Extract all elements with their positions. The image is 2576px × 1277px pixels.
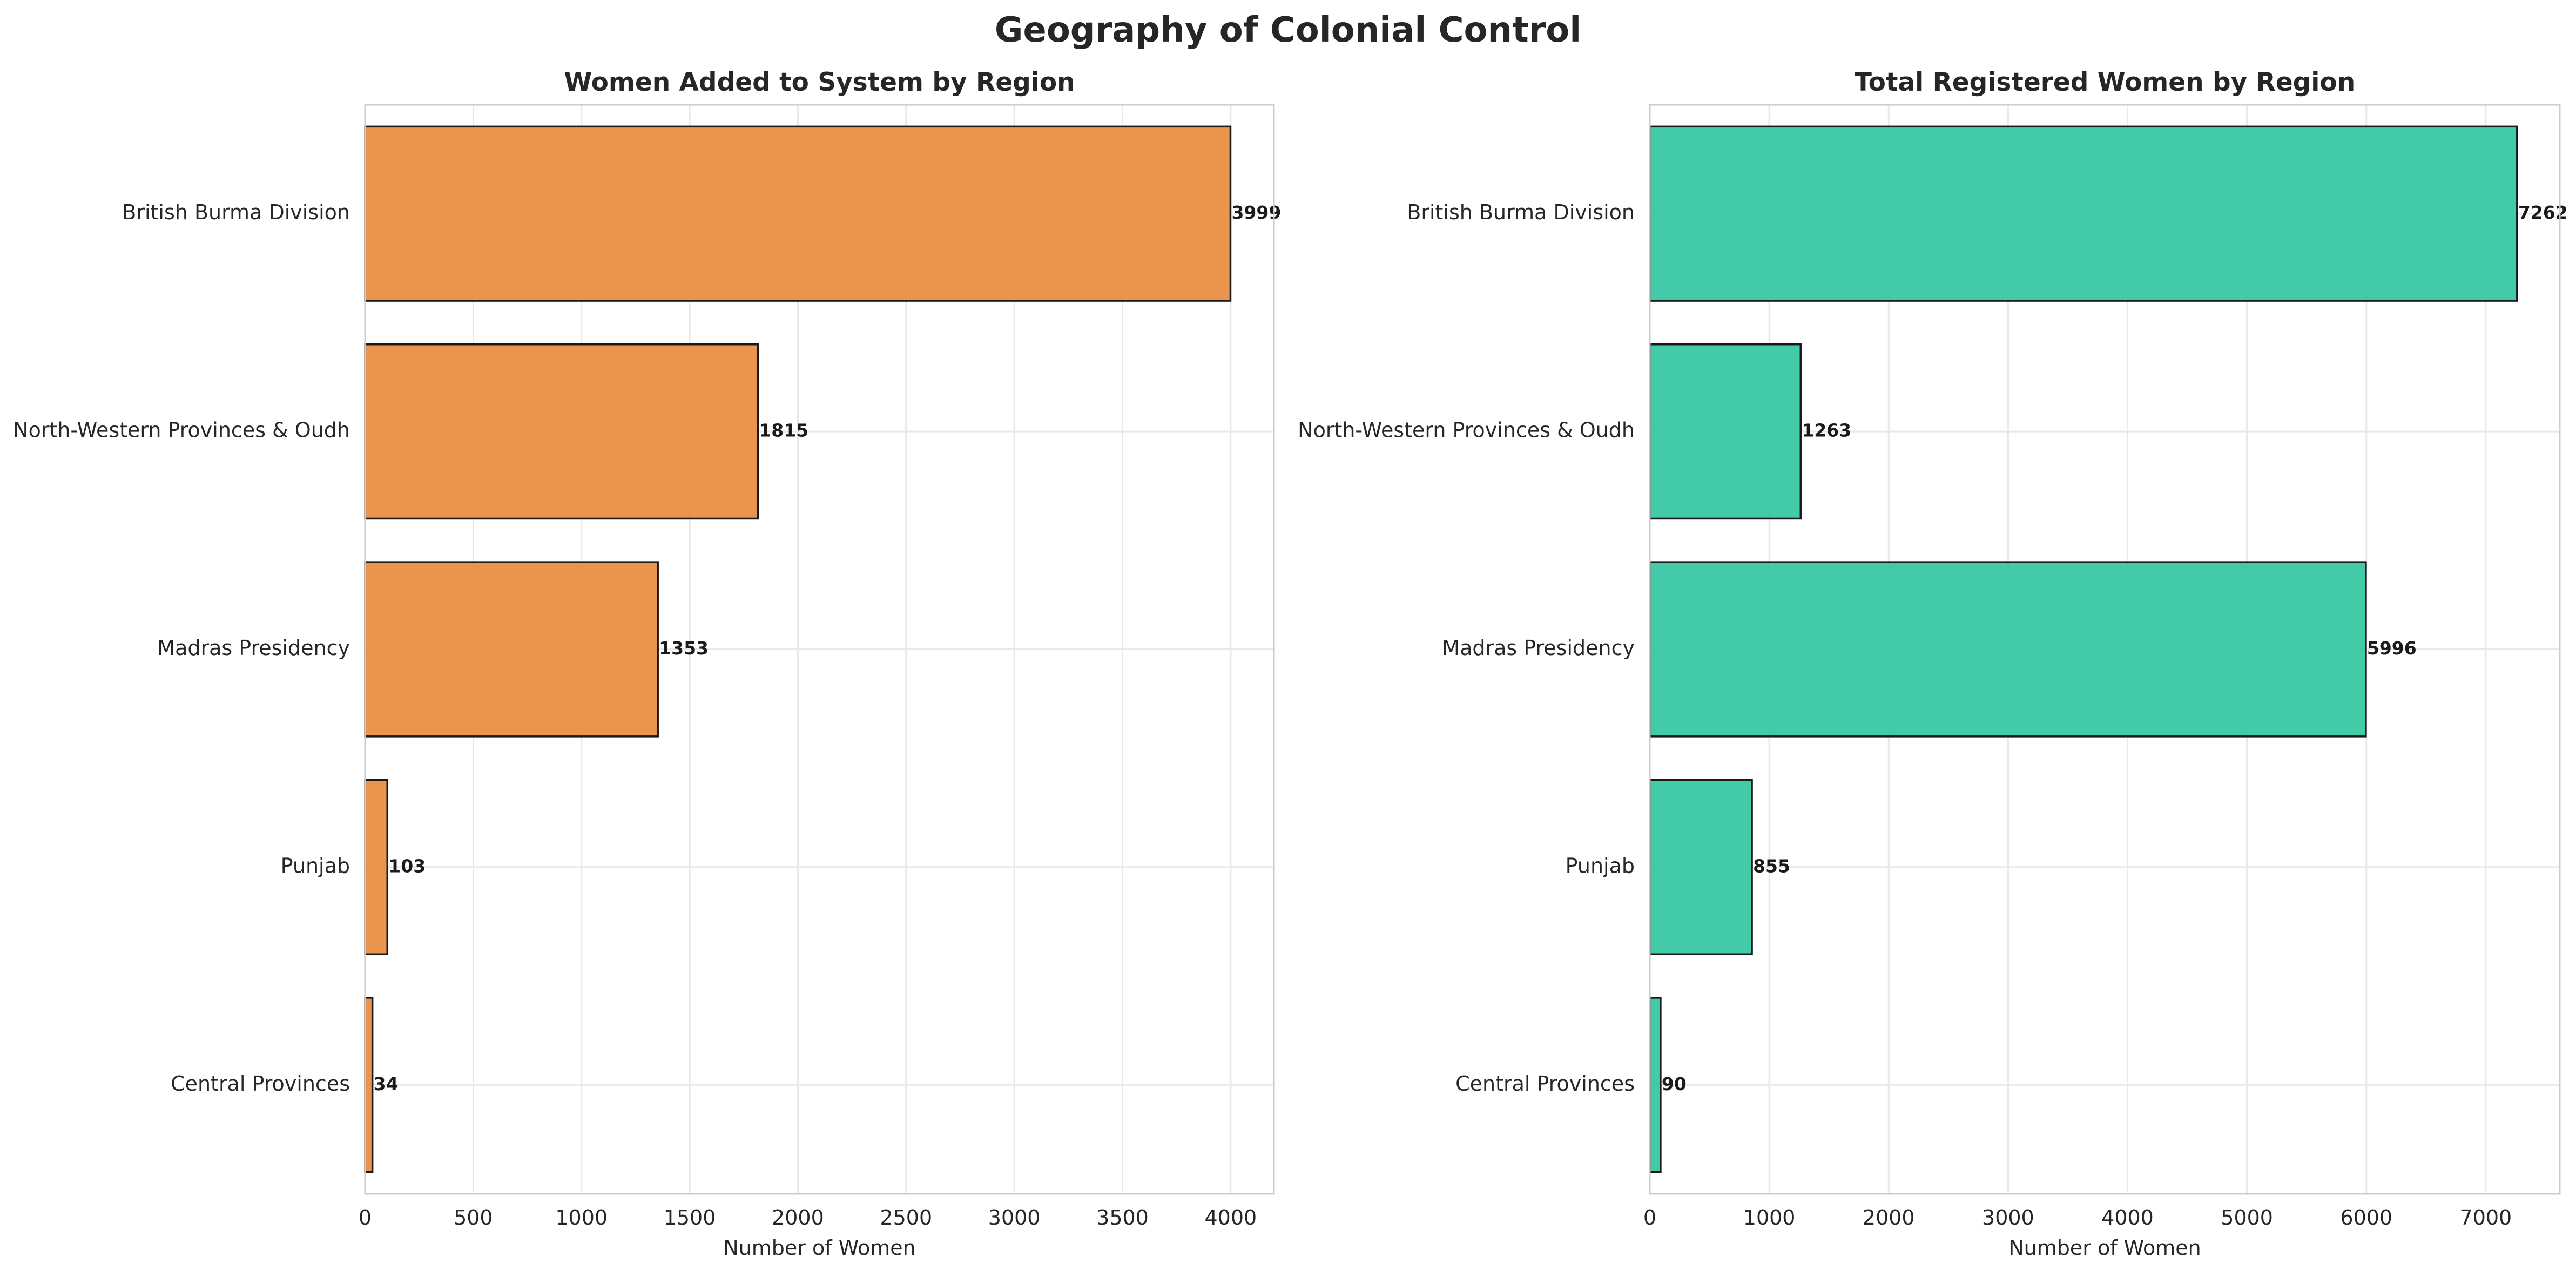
y-tick-label: British Burma Division [122, 200, 350, 224]
x-axis-label: Number of Women [2008, 1236, 2201, 1260]
y-tick-label: Madras Presidency [157, 636, 350, 660]
bar-value-label: 5996 [2367, 638, 2417, 659]
x-tick-label: 2000 [1863, 1206, 1915, 1229]
bar-value-label: 90 [1662, 1073, 1687, 1094]
x-tick-label: 1500 [664, 1206, 716, 1229]
x-axis-label: Number of Women [723, 1236, 916, 1260]
axes-frame [364, 104, 1275, 1195]
bar-value-label: 1353 [659, 638, 709, 659]
bar-value-label: 3999 [1231, 202, 1281, 223]
x-tick-label: 4000 [2101, 1206, 2154, 1229]
left-bar-chart-panel: British Burma Division 3999 North-Western … [13, 67, 1281, 1260]
chart-title: Women Added to System by Region [564, 67, 1075, 97]
y-tick-label: Central Provinces [1455, 1072, 1635, 1096]
x-tick-label: 2000 [772, 1206, 824, 1229]
x-tick-label: 500 [454, 1206, 493, 1229]
x-tick-label: 4000 [1204, 1206, 1257, 1229]
bar [1649, 779, 1753, 956]
y-tick-label: British Burma Division [1407, 200, 1635, 224]
bar [1649, 561, 2367, 738]
x-tick-label: 2500 [880, 1206, 932, 1229]
x-tick-label: 7000 [2460, 1206, 2512, 1229]
y-tick-label: North-Western Provinces & Oudh [1298, 418, 1635, 442]
x-tick-label: 0 [359, 1206, 372, 1229]
bar [364, 343, 759, 520]
y-tick-label: Punjab [281, 854, 350, 877]
bar [364, 997, 374, 1173]
x-tick-label: 3500 [1096, 1206, 1149, 1229]
bar-value-label: 855 [1753, 855, 1790, 876]
bar-value-label: 103 [388, 855, 426, 876]
bar-value-label: 1263 [1802, 420, 1851, 441]
bar [1649, 125, 2518, 302]
x-tick-label: 1000 [555, 1206, 608, 1229]
x-tick-label: 6000 [2340, 1206, 2392, 1229]
bar [1649, 343, 1802, 520]
x-tick-label: 5000 [2221, 1206, 2273, 1229]
x-tick-label: 0 [1643, 1206, 1656, 1229]
axes-frame [1649, 104, 2561, 1195]
bar-value-label: 34 [374, 1073, 399, 1094]
bar [1649, 997, 1662, 1173]
right-bar-chart-panel: British Burma Division 7262North-Western … [1298, 67, 2568, 1260]
bar [364, 125, 1232, 302]
y-tick-label: North-Western Provinces & Oudh [13, 418, 350, 442]
bar [364, 779, 389, 956]
x-tick-label: 3000 [1982, 1206, 2034, 1229]
bar [364, 561, 659, 738]
bar-value-label: 1815 [759, 420, 808, 441]
chart-title: Total Registered Women by Region [1855, 67, 2355, 97]
figure-title: Geography of Colonial Control [995, 10, 1581, 50]
y-tick-label: Punjab [1566, 854, 1635, 877]
y-tick-label: Madras Presidency [1442, 636, 1635, 660]
x-tick-label: 1000 [1743, 1206, 1796, 1229]
y-tick-label: Central Provinces [171, 1072, 350, 1096]
x-tick-label: 3000 [988, 1206, 1041, 1229]
